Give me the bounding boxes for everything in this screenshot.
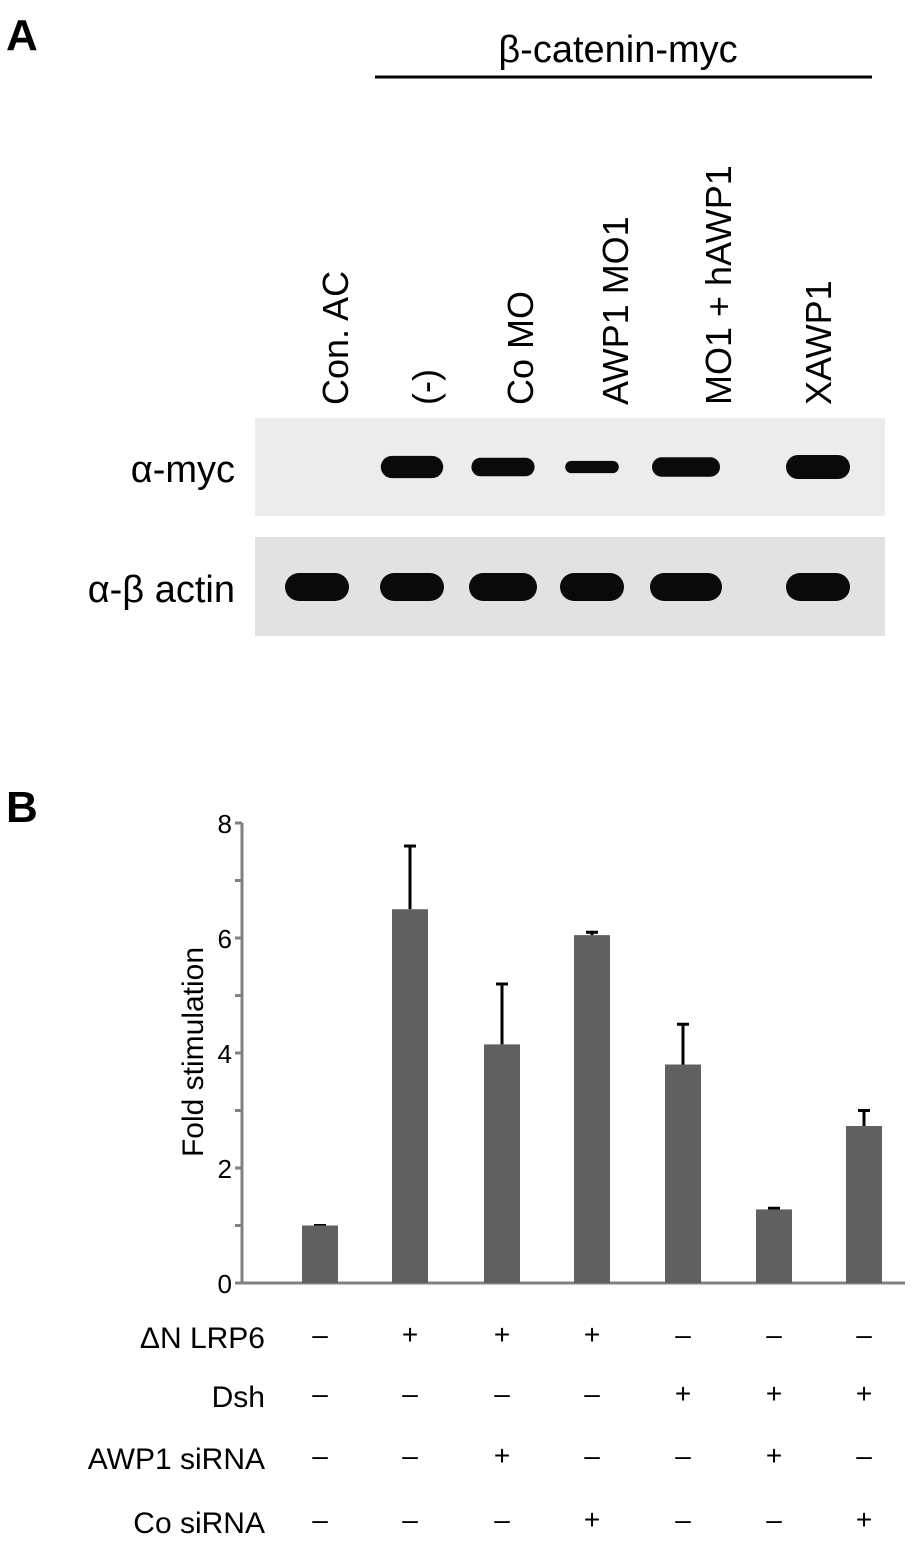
construct-label: β-catenin-myc [498, 29, 737, 71]
condition-label: Co siRNA [133, 1507, 265, 1540]
bar [392, 909, 428, 1283]
condition-value: – [494, 1504, 510, 1535]
bar [756, 1209, 792, 1283]
bar [484, 1044, 520, 1283]
y-tick-label: 8 [218, 809, 232, 839]
condition-value: – [766, 1504, 782, 1535]
condition-label: AWP1 siRNA [88, 1443, 265, 1476]
condition-value: – [766, 1319, 782, 1350]
condition-value: + [766, 1440, 782, 1471]
condition-value: – [675, 1440, 691, 1471]
condition-value: + [494, 1319, 510, 1350]
condition-value: – [675, 1504, 691, 1535]
blot-band [565, 460, 619, 474]
condition-value: – [402, 1504, 418, 1535]
bar [302, 1225, 338, 1283]
condition-value: + [584, 1504, 600, 1535]
lane-label: AWP1 MO1 [595, 216, 636, 405]
bar [574, 935, 610, 1283]
y-tick-label: 2 [218, 1154, 232, 1184]
bar [665, 1064, 701, 1283]
lane-label: MO1 + hAWP1 [698, 165, 739, 405]
condition-value: – [584, 1440, 600, 1471]
condition-value: – [675, 1319, 691, 1350]
lane-label: Co MO [500, 291, 541, 405]
condition-value: – [494, 1378, 510, 1409]
condition-value: + [766, 1378, 782, 1409]
blot-band [786, 455, 850, 479]
condition-value: – [312, 1319, 328, 1350]
blot-label-actin: α-β actin [88, 569, 235, 611]
blot-band [380, 573, 444, 601]
condition-value: – [312, 1378, 328, 1409]
condition-value: – [856, 1440, 872, 1471]
blot-band [652, 457, 720, 477]
y-axis-label: Fold stimulation [177, 947, 210, 1157]
blot-band [469, 573, 537, 601]
condition-value: – [312, 1440, 328, 1471]
condition-value: + [856, 1504, 872, 1535]
blot-band [380, 455, 444, 479]
condition-label: Dsh [212, 1381, 265, 1414]
condition-value: – [584, 1378, 600, 1409]
condition-label: ΔN LRP6 [140, 1322, 265, 1355]
blot-band [786, 573, 850, 601]
y-tick-label: 0 [218, 1269, 232, 1299]
condition-value: – [312, 1504, 328, 1535]
condition-value: + [494, 1440, 510, 1471]
lane-label: (-) [405, 369, 446, 405]
bar [846, 1126, 882, 1283]
condition-value: – [402, 1378, 418, 1409]
condition-value: + [856, 1378, 872, 1409]
condition-value: – [402, 1440, 418, 1471]
y-tick-label: 4 [218, 1039, 232, 1069]
blot-band [471, 457, 535, 477]
condition-value: + [675, 1378, 691, 1409]
condition-value: + [402, 1319, 418, 1350]
condition-value: + [584, 1319, 600, 1350]
blot-band [285, 573, 349, 601]
panel-a-label: A [6, 11, 38, 60]
blot-label-myc: α-myc [131, 449, 235, 491]
blot-band [650, 573, 722, 601]
condition-value: – [856, 1319, 872, 1350]
lane-label: Con. AC [315, 271, 356, 405]
blot-band [560, 573, 624, 601]
panel-b-label: B [6, 783, 38, 832]
y-tick-label: 6 [218, 924, 232, 954]
lane-label: XAWP1 [798, 280, 839, 405]
